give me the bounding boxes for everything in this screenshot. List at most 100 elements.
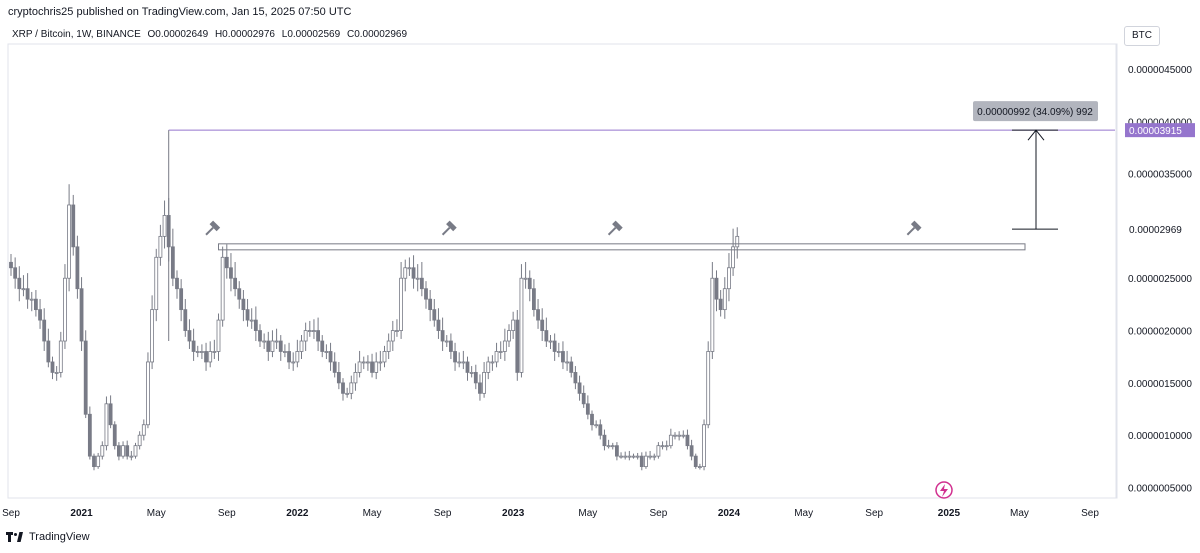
candle-body	[121, 445, 125, 457]
candle-body	[249, 319, 254, 322]
x-tick-label: Sep	[218, 508, 236, 519]
candle-body	[399, 277, 404, 331]
candle-body	[436, 319, 441, 331]
candle-body	[623, 455, 628, 458]
symbol-title[interactable]: XRP / Bitcoin, 1W, BINANCE	[12, 29, 141, 40]
candle-body	[58, 340, 63, 373]
candle-body	[610, 445, 615, 448]
candle-body	[502, 340, 507, 352]
candle-body	[465, 361, 470, 373]
candle-body	[341, 382, 345, 394]
candle-body	[117, 445, 121, 457]
candle-body	[386, 340, 391, 352]
candle-body	[424, 288, 428, 300]
candle-body	[108, 403, 113, 426]
candle-body	[652, 455, 657, 458]
candle-body	[191, 340, 196, 352]
candle-body	[428, 298, 433, 311]
candle-body	[349, 382, 354, 394]
candle-body	[21, 288, 26, 291]
candle-body	[548, 340, 553, 343]
measure-label: 0.00000992 (34.09%) 992	[977, 107, 1093, 118]
candle-body	[382, 351, 387, 363]
candle-body	[581, 392, 586, 405]
candle-body	[432, 309, 437, 321]
candle-body	[42, 319, 47, 342]
candle-body	[693, 455, 698, 468]
footer: TradingView	[6, 531, 90, 543]
candle-body	[307, 330, 312, 332]
candle-body	[668, 434, 673, 447]
candle-body	[714, 277, 719, 300]
candle-body	[25, 288, 30, 300]
x-tick-label: 2025	[938, 508, 961, 519]
candle-body	[598, 424, 603, 436]
candle-body	[681, 434, 686, 437]
candle-body	[453, 351, 457, 363]
candle-body	[357, 361, 362, 373]
candle-body	[444, 340, 449, 343]
gavel-icon	[906, 220, 922, 236]
currency-button[interactable]: BTC	[1124, 26, 1160, 46]
candle-body	[175, 277, 179, 290]
candle-body	[673, 434, 677, 437]
candle-body	[656, 445, 661, 457]
candle-body	[619, 455, 623, 458]
candle-body	[100, 445, 105, 457]
candle-body	[195, 351, 200, 353]
candle-body	[241, 298, 246, 311]
candle-body	[590, 413, 594, 426]
candle-body	[154, 256, 159, 311]
y-tick-label: 0.0000025000	[1128, 274, 1192, 285]
candle-body	[158, 235, 163, 258]
candle-body	[552, 340, 557, 352]
candle-body	[345, 392, 350, 395]
candle-body	[639, 455, 644, 468]
candle-body	[320, 340, 325, 352]
candle-body	[237, 288, 242, 300]
target-price-label: 0.00003915	[1129, 126, 1182, 137]
y-tick-label: 0.0000035000	[1128, 170, 1192, 181]
ohlc-open: O0.00002649	[147, 29, 209, 40]
candle-body	[133, 445, 138, 457]
candle-body	[702, 424, 706, 468]
ohlc-low: L0.00002569	[281, 29, 341, 40]
candle-body	[698, 466, 702, 469]
candle-body	[565, 361, 569, 364]
candle-body	[602, 434, 607, 447]
candle-body	[685, 434, 690, 447]
candle-body	[316, 330, 321, 342]
y-tick-label: 0.0000010000	[1128, 431, 1192, 442]
candle-body	[179, 288, 184, 311]
measure-label-box	[973, 101, 1098, 122]
candle-body	[67, 204, 71, 279]
candle-body	[104, 403, 109, 447]
y-tick-label: 0.0000045000	[1128, 65, 1192, 76]
candle-body	[511, 319, 516, 331]
gavel-icon	[205, 220, 221, 236]
candle-body	[606, 445, 611, 448]
candle-body	[635, 455, 640, 458]
candle-body	[274, 340, 279, 343]
candle-body	[129, 455, 134, 458]
candle-body	[594, 424, 599, 427]
candle-body	[278, 340, 283, 352]
candle-body	[478, 382, 482, 394]
candle-body	[660, 445, 665, 448]
target-price-tag	[1125, 123, 1195, 138]
x-tick-label: May	[578, 508, 597, 519]
publish-info: cryptochris25 published on TradingView.c…	[8, 6, 352, 18]
candle-body	[490, 361, 495, 364]
candle-body	[79, 288, 84, 342]
candle-body	[92, 455, 96, 468]
candle-body	[370, 361, 374, 373]
x-tick-label: May	[794, 508, 813, 519]
candle-body	[96, 455, 101, 468]
candle-body	[183, 309, 188, 331]
y-tick-label: 0.0000040000	[1128, 117, 1192, 128]
candle-body	[648, 455, 652, 458]
gavel-icon	[607, 220, 623, 236]
candle-body	[585, 403, 590, 415]
candle-body	[299, 340, 304, 352]
